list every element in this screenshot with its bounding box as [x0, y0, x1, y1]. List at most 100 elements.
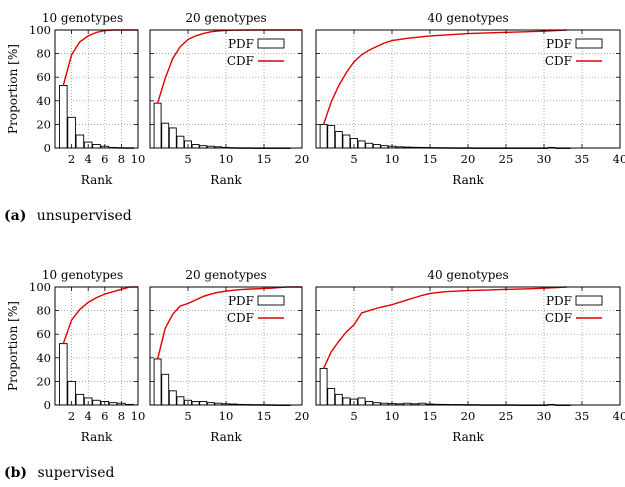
- pdf-bar: [334, 131, 343, 149]
- x-tick-label: 8: [118, 152, 125, 166]
- x-tick-label: 2: [68, 409, 75, 423]
- y-tick-label: 80: [36, 47, 51, 61]
- x-axis-label: Rank: [452, 430, 484, 444]
- x-tick-label: 35: [575, 152, 590, 166]
- x-tick-label: 30: [537, 409, 552, 423]
- pdf-bar: [342, 397, 351, 406]
- y-tick-label: 0: [44, 398, 51, 412]
- x-tick-label: 40: [613, 409, 625, 423]
- plot-frame: [54, 286, 139, 406]
- x-tick-label: 40: [613, 152, 625, 166]
- x-tick-label: 25: [499, 152, 514, 166]
- legend-pdf-swatch: [257, 295, 285, 306]
- legend-cdf-label: CDF: [545, 311, 572, 325]
- y-tick-label: 100: [29, 23, 51, 37]
- plot-frame: [315, 29, 621, 149]
- pdf-bar: [319, 123, 328, 149]
- x-axis-label: Rank: [81, 173, 113, 187]
- panel-title: 20 genotypes: [185, 268, 266, 282]
- x-tick-label: 20: [461, 152, 476, 166]
- x-tick-label: 20: [295, 152, 310, 166]
- x-tick-label: 2: [68, 152, 75, 166]
- y-tick-label: 80: [36, 304, 51, 318]
- pdf-bar: [92, 144, 101, 149]
- pdf-bar: [357, 397, 366, 406]
- pdf-bar: [342, 134, 351, 149]
- x-tick-label: 4: [85, 409, 92, 423]
- x-tick-label: 10: [219, 409, 234, 423]
- x-tick-label: 15: [257, 152, 272, 166]
- x-tick-label: 15: [423, 152, 438, 166]
- x-tick-label: 15: [257, 409, 272, 423]
- pdf-bar: [357, 140, 366, 149]
- legend-pdf-label: PDF: [546, 37, 572, 51]
- chart-panel-2: 5 10 15 20 20 genotypes Rank PDF CDF: [149, 11, 310, 187]
- y-tick-label: 0: [44, 141, 51, 155]
- plot-frame: [315, 286, 621, 406]
- x-tick-label: 25: [499, 409, 514, 423]
- x-tick-label: 6: [101, 152, 108, 166]
- y-tick-label: 40: [36, 94, 51, 108]
- legend-pdf-label: PDF: [228, 37, 254, 51]
- pdf-bar: [168, 127, 177, 149]
- x-tick-label: 35: [575, 409, 590, 423]
- y-tick-label: 60: [36, 327, 51, 341]
- caption-b-letter: (b): [4, 465, 27, 481]
- caption-a-letter: (a): [4, 208, 26, 224]
- legend-cdf-label: CDF: [227, 54, 254, 68]
- chart-panel-3: 5 10 15 20 25 30 35 40 40 genotypes Rank PDF CDF: [315, 11, 625, 187]
- panel-title: 10 genotypes: [42, 11, 123, 25]
- pdf-bar: [153, 358, 162, 406]
- y-tick-label: 100: [29, 280, 51, 294]
- legend-cdf-label: CDF: [545, 54, 572, 68]
- caption-b-text: supervised: [38, 465, 115, 481]
- x-tick-label: 10: [131, 152, 146, 166]
- chart-panel-6: 5 10 15 20 25 30 35 40 40 genotypes Rank PDF CDF: [315, 268, 625, 444]
- legend-pdf-swatch: [575, 295, 603, 306]
- legend-cdf-label: CDF: [227, 311, 254, 325]
- pdf-bar: [67, 116, 76, 149]
- x-tick-label: 30: [537, 152, 552, 166]
- pdf-bar: [327, 125, 336, 149]
- pdf-bar: [59, 343, 68, 406]
- x-tick-label: 20: [295, 409, 310, 423]
- legend-pdf-label: PDF: [228, 294, 254, 308]
- pdf-bar: [199, 401, 208, 406]
- y-tick-label: 60: [36, 70, 51, 84]
- cdf-line: [156, 286, 302, 360]
- pdf-bar: [327, 388, 336, 406]
- x-tick-label: 5: [350, 409, 357, 423]
- caption-a-text: unsupervised: [37, 208, 132, 224]
- pdf-bar: [334, 393, 343, 406]
- cdf-line: [322, 29, 567, 125]
- y-tick-label: 20: [36, 117, 51, 131]
- x-tick-label: 10: [131, 409, 146, 423]
- x-tick-label: 5: [184, 409, 191, 423]
- x-axis-label: Rank: [452, 173, 484, 187]
- y-axis-label: Proportion [%]: [6, 301, 20, 391]
- pdf-bar: [161, 373, 170, 406]
- plot-frame: [54, 29, 139, 149]
- pdf-bar: [176, 396, 185, 406]
- y-tick-label: 40: [36, 351, 51, 365]
- x-tick-label: 10: [385, 409, 400, 423]
- pdf-bar: [153, 102, 162, 149]
- pdf-bar: [191, 401, 200, 406]
- pdf-bar: [372, 144, 381, 149]
- x-tick-label: 8: [118, 409, 125, 423]
- chart-panel-5: 5 10 15 20 20 genotypes Rank PDF CDF: [149, 268, 310, 444]
- chart-panel-4: 0 20 40 60 80 100 2 4 6 8 10 10 genotypes Rank Propor…: [6, 268, 145, 444]
- pdf-bar: [75, 393, 85, 406]
- panel-title: 10 genotypes: [42, 268, 123, 282]
- legend-pdf-swatch: [257, 38, 285, 49]
- caption-a: (a) unsupervised: [4, 208, 132, 224]
- x-tick-label: 10: [385, 152, 400, 166]
- x-tick-label: 15: [423, 409, 438, 423]
- x-tick-label: 10: [219, 152, 234, 166]
- x-tick-label: 5: [350, 152, 357, 166]
- caption-b: (b) supervised: [4, 465, 114, 481]
- x-axis-label: Rank: [210, 430, 242, 444]
- pdf-bar: [319, 367, 328, 406]
- cdf-line: [322, 286, 567, 369]
